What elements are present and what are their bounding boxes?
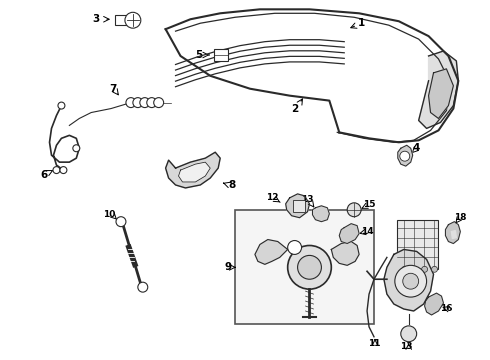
Text: 12: 12: [266, 193, 278, 202]
Text: 9: 9: [224, 262, 232, 272]
Circle shape: [147, 98, 157, 108]
Circle shape: [402, 266, 408, 272]
Circle shape: [412, 266, 417, 272]
Circle shape: [125, 12, 141, 28]
Polygon shape: [166, 152, 220, 188]
Text: 14: 14: [361, 227, 373, 236]
Circle shape: [395, 265, 427, 297]
Polygon shape: [418, 51, 458, 129]
Circle shape: [401, 326, 416, 342]
Bar: [293, 200, 305, 212]
Circle shape: [73, 145, 80, 152]
Text: 4: 4: [413, 143, 420, 153]
Text: 11: 11: [368, 339, 380, 348]
Circle shape: [126, 98, 136, 108]
Circle shape: [347, 203, 361, 217]
Polygon shape: [339, 224, 359, 243]
Text: 7: 7: [109, 84, 117, 94]
Polygon shape: [451, 231, 456, 239]
Circle shape: [58, 102, 65, 109]
Polygon shape: [313, 206, 329, 222]
Text: 13: 13: [400, 342, 413, 351]
Text: 8: 8: [228, 180, 236, 190]
Text: 6: 6: [40, 170, 47, 180]
Text: 15: 15: [363, 200, 375, 209]
Text: 16: 16: [440, 305, 453, 314]
Polygon shape: [398, 145, 413, 166]
Text: 3: 3: [93, 14, 100, 24]
Circle shape: [116, 217, 126, 227]
Circle shape: [432, 266, 438, 272]
Polygon shape: [255, 239, 288, 264]
Text: 18: 18: [454, 213, 466, 222]
Polygon shape: [425, 293, 443, 315]
Text: 17: 17: [411, 273, 424, 282]
Text: 5: 5: [195, 50, 202, 60]
Circle shape: [297, 255, 321, 279]
Polygon shape: [286, 194, 310, 218]
Circle shape: [288, 246, 331, 289]
Polygon shape: [178, 162, 210, 182]
Bar: [115, 15, 127, 25]
Circle shape: [133, 98, 143, 108]
Bar: [397, 220, 439, 269]
Polygon shape: [384, 249, 434, 311]
Polygon shape: [331, 242, 359, 265]
Circle shape: [60, 167, 67, 174]
Text: 1: 1: [358, 18, 365, 28]
Polygon shape: [445, 222, 460, 243]
Circle shape: [403, 273, 418, 289]
Bar: [214, 49, 228, 61]
Circle shape: [400, 151, 410, 161]
Circle shape: [140, 98, 150, 108]
Circle shape: [154, 98, 164, 108]
Circle shape: [288, 240, 301, 255]
Text: 2: 2: [291, 104, 298, 113]
Text: 13: 13: [301, 195, 314, 204]
Polygon shape: [429, 69, 453, 118]
Circle shape: [138, 282, 148, 292]
Text: 10: 10: [103, 210, 115, 219]
Circle shape: [421, 266, 428, 272]
Bar: [235, 210, 374, 324]
Circle shape: [53, 167, 60, 174]
